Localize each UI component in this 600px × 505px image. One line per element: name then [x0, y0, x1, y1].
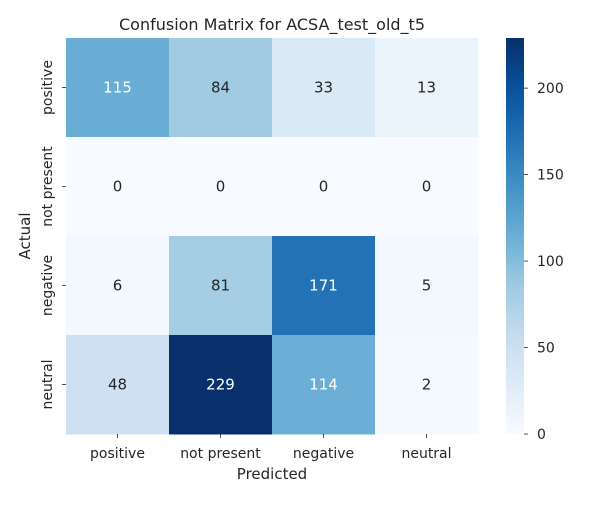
heatmap-cell — [272, 236, 376, 336]
colorbar-tick-label: 0 — [537, 427, 546, 443]
heatmap-cell-value: 33 — [314, 79, 333, 97]
heatmap-cell — [66, 38, 170, 138]
x-tick-label: not present — [180, 446, 261, 462]
heatmap-cell-value: 48 — [108, 376, 127, 394]
chart-title: Confusion Matrix for ACSA_test_old_t5 — [119, 15, 425, 35]
y-axis-label: Actual — [16, 213, 34, 260]
heatmap-cell-value: 84 — [211, 79, 230, 97]
heatmap-cell — [375, 236, 479, 336]
heatmap-cell — [66, 137, 170, 237]
heatmap-cell — [169, 137, 273, 237]
y-tick-label: positive — [40, 60, 56, 115]
colorbar-tick-label: 100 — [537, 254, 564, 270]
heatmap-cells — [66, 38, 479, 435]
colorbar-ticks: 0 50 100 150 200 — [524, 81, 564, 443]
colorbar-tick-label: 200 — [537, 81, 564, 97]
x-tick-label: negative — [293, 446, 354, 462]
y-tick-label: negative — [40, 255, 56, 316]
colorbar — [506, 38, 524, 434]
heatmap-cell-value: 6 — [113, 277, 123, 295]
y-tick-label: not present — [40, 146, 56, 227]
heatmap-cell-value: 2 — [422, 376, 432, 394]
heatmap-cell-value: 0 — [113, 178, 123, 196]
heatmap-cell — [375, 38, 479, 138]
heatmap-cell-value: 13 — [417, 79, 436, 97]
heatmap-cell-value: 81 — [211, 277, 230, 295]
heatmap-cell-value: 115 — [103, 79, 132, 97]
heatmap-cell — [66, 335, 170, 435]
heatmap-cell — [272, 38, 376, 138]
x-axis-ticks: positive not present negative neutral — [90, 434, 452, 462]
heatmap-cell-value: 5 — [422, 277, 432, 295]
heatmap-cell — [375, 335, 479, 435]
colorbar-tick-label: 50 — [537, 341, 555, 357]
heatmap-cell-value: 0 — [216, 178, 226, 196]
heatmap-cell-value: 0 — [422, 178, 432, 196]
heatmap-cell-value: 171 — [309, 277, 338, 295]
heatmap-cell — [375, 137, 479, 237]
heatmap-cell — [169, 38, 273, 138]
y-axis-ticks: positive not present negative neutral — [40, 60, 66, 410]
heatmap-cell-labels: 115 84 33 13 0 0 0 0 6 81 171 5 48 229 114 2 — [103, 79, 436, 394]
x-axis-label: Predicted — [237, 465, 307, 483]
x-tick-label: positive — [90, 446, 145, 462]
heatmap-cell-value: 229 — [206, 376, 235, 394]
heatmap-cell — [272, 137, 376, 237]
y-tick-label: neutral — [40, 359, 56, 409]
x-tick-label: neutral — [401, 446, 451, 462]
colorbar-tick-label: 150 — [537, 168, 564, 184]
heatmap-cell-value: 0 — [319, 178, 329, 196]
heatmap-cell — [272, 335, 376, 435]
heatmap-cell — [169, 335, 273, 435]
heatmap-cell — [169, 236, 273, 336]
heatmap-cell-value: 114 — [309, 376, 338, 394]
heatmap-cell — [66, 236, 170, 336]
